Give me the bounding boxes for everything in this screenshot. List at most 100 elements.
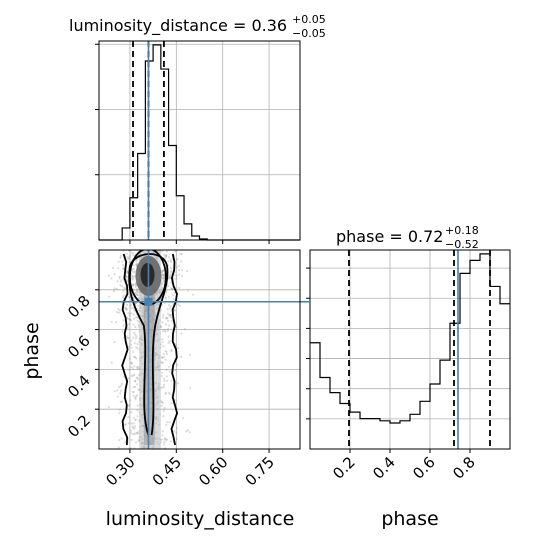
joint-contour-outer-left bbox=[121, 253, 129, 446]
scatter-point bbox=[167, 319, 170, 322]
scatter-point bbox=[113, 289, 116, 293]
scatter-point bbox=[132, 416, 135, 419]
scatter-point bbox=[161, 356, 164, 359]
scatter-point bbox=[122, 286, 125, 289]
scatter-point bbox=[136, 366, 139, 369]
scatter-point bbox=[132, 313, 135, 316]
scatter-point bbox=[125, 308, 128, 311]
scatter-point bbox=[128, 296, 131, 299]
right-frame bbox=[309, 249, 511, 450]
scatter-point bbox=[175, 274, 178, 277]
scatter-point bbox=[161, 321, 164, 324]
scatter-point bbox=[122, 264, 125, 267]
scatter-point bbox=[163, 253, 166, 256]
scatter-point bbox=[178, 286, 181, 290]
scatter-point bbox=[132, 288, 135, 291]
scatter-point bbox=[165, 255, 168, 258]
scatter-point bbox=[113, 273, 116, 276]
scatter-point bbox=[161, 270, 164, 274]
scatter-point bbox=[136, 366, 139, 369]
scatter-point bbox=[128, 403, 131, 407]
right-xtick-label-0: 0.2 bbox=[329, 453, 359, 483]
joint-ytick-label-3: 0.8 bbox=[64, 292, 94, 322]
scatter-point bbox=[167, 335, 170, 338]
scatter-point bbox=[132, 306, 135, 309]
scatter-point bbox=[169, 440, 172, 443]
scatter-point bbox=[163, 441, 166, 444]
scatter-point bbox=[128, 357, 131, 360]
scatter-point bbox=[133, 331, 136, 334]
scatter-point bbox=[135, 335, 138, 338]
scatter-point bbox=[134, 395, 138, 398]
scatter-point bbox=[120, 382, 124, 385]
scatter-point bbox=[165, 438, 168, 441]
scatter-point bbox=[164, 317, 167, 320]
scatter-point bbox=[169, 273, 173, 276]
scatter-point bbox=[161, 274, 164, 277]
scatter-point bbox=[176, 382, 179, 385]
scatter-point bbox=[117, 308, 120, 311]
scatter-point bbox=[161, 250, 164, 253]
scatter-point bbox=[128, 318, 131, 321]
scatter-point bbox=[162, 386, 165, 389]
scatter-point bbox=[134, 285, 137, 288]
scatter-point bbox=[167, 391, 170, 395]
scatter-point bbox=[162, 415, 165, 418]
scatter-point bbox=[132, 268, 135, 271]
scatter-point bbox=[162, 269, 165, 272]
top-histogram-step bbox=[99, 44, 300, 241]
scatter-point bbox=[137, 323, 140, 326]
scatter-point bbox=[116, 395, 119, 398]
scatter-point bbox=[130, 319, 133, 322]
scatter-point bbox=[91, 366, 93, 368]
joint-plot-area bbox=[91, 250, 300, 449]
scatter-point bbox=[165, 323, 168, 326]
scatter-point bbox=[130, 411, 133, 414]
scatter-point bbox=[134, 316, 137, 319]
scatter-point bbox=[118, 412, 121, 415]
scatter-point bbox=[134, 337, 138, 340]
scatter-point bbox=[129, 399, 132, 402]
scatter-point bbox=[130, 361, 133, 364]
joint-xtick-label-3: 0.75 bbox=[242, 453, 278, 489]
scatter-point bbox=[110, 320, 113, 323]
scatter-point bbox=[163, 383, 166, 386]
scatter-point bbox=[163, 379, 166, 383]
scatter-point bbox=[165, 350, 168, 353]
scatter-point bbox=[133, 270, 136, 273]
scatter-point bbox=[132, 271, 135, 274]
scatter-point bbox=[173, 291, 176, 295]
scatter-point bbox=[169, 305, 172, 308]
scatter-point bbox=[186, 270, 189, 273]
joint-xtick-label-0: 0.30 bbox=[102, 453, 138, 489]
scatter-point bbox=[129, 304, 132, 308]
scatter-point bbox=[136, 394, 139, 397]
scatter-point bbox=[162, 352, 165, 355]
joint-contour-middle bbox=[128, 253, 169, 436]
scatter-point bbox=[170, 350, 173, 353]
scatter-point bbox=[119, 392, 122, 395]
scatter-point bbox=[170, 269, 173, 272]
scatter-point bbox=[125, 308, 129, 311]
scatter-point bbox=[121, 260, 124, 263]
scatter-point bbox=[136, 432, 139, 435]
scatter-point bbox=[179, 252, 182, 255]
scatter-point bbox=[164, 330, 167, 333]
scatter-point bbox=[136, 343, 139, 346]
scatter-point bbox=[124, 286, 127, 289]
scatter-point bbox=[134, 398, 137, 401]
scatter-point bbox=[108, 295, 111, 298]
scatter-point bbox=[163, 437, 166, 440]
scatter-point bbox=[164, 392, 167, 395]
scatter-point bbox=[169, 314, 172, 317]
scatter-point bbox=[131, 390, 134, 393]
scatter-point bbox=[129, 343, 132, 346]
scatter-point bbox=[163, 274, 166, 277]
scatter-point bbox=[134, 418, 137, 421]
scatter-point bbox=[166, 329, 169, 332]
scatter-point bbox=[123, 441, 127, 444]
scatter-point bbox=[119, 280, 122, 283]
scatter-point bbox=[170, 348, 173, 351]
scatter-point bbox=[178, 273, 181, 276]
scatter-point bbox=[175, 277, 178, 280]
